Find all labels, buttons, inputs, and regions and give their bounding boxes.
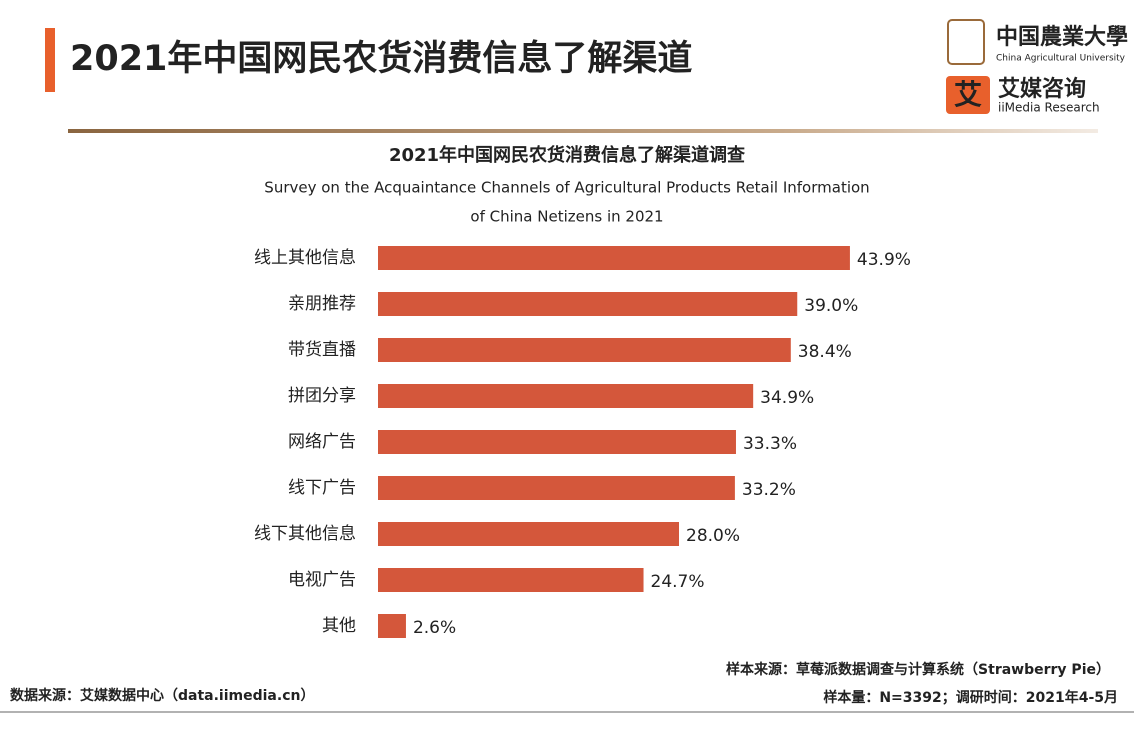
- bar: [378, 476, 735, 500]
- header-line: [68, 129, 1098, 133]
- value-label: 33.2%: [742, 480, 796, 500]
- title-accent: [45, 28, 55, 92]
- sample-source: 样本来源：草莓派数据调查与计算系统（Strawberry Pie）: [726, 661, 1110, 678]
- value-label: 28.0%: [686, 526, 740, 546]
- bar: [378, 338, 791, 362]
- cau-emblem: [947, 19, 985, 65]
- bar: [378, 430, 736, 454]
- value-label: 2.6%: [413, 618, 456, 638]
- sample-info: 样本量：N=3392；调研时间：2021年4-5月: [823, 689, 1118, 706]
- value-label: 43.9%: [857, 250, 911, 270]
- category-label: 电视广告: [288, 570, 356, 590]
- value-label: 38.4%: [798, 342, 852, 362]
- category-label: 拼团分享: [288, 386, 356, 406]
- category-label: 线上其他信息: [254, 248, 356, 268]
- value-label: 33.3%: [743, 434, 797, 454]
- category-label: 网络广告: [288, 432, 356, 452]
- bar: [378, 292, 798, 316]
- bar: [378, 614, 406, 638]
- category-label: 线下其他信息: [254, 524, 356, 544]
- value-label: 34.9%: [760, 388, 814, 408]
- page-title: 2021年中国网民农货消费信息了解渠道: [70, 38, 692, 79]
- category-label: 其他: [322, 616, 356, 636]
- value-label: 39.0%: [804, 296, 858, 316]
- value-label: 24.7%: [651, 572, 705, 592]
- bar: [378, 384, 754, 408]
- cau-name: 中国農業大學: [996, 24, 1128, 50]
- iimedia-en: iiMedia Research: [998, 101, 1100, 115]
- iimedia-name: 艾媒咨询: [998, 76, 1086, 102]
- chart-subtitle: of China Netizens in 2021: [470, 208, 663, 226]
- data-source: 数据来源：艾媒数据中心（data.iimedia.cn）: [10, 687, 314, 704]
- iimedia-icon: 艾: [954, 78, 982, 111]
- category-label: 带货直播: [288, 340, 356, 360]
- bar: [378, 568, 644, 592]
- bar: [378, 246, 850, 270]
- category-label: 线下广告: [288, 478, 356, 498]
- iimedia-icon-bg: [946, 76, 990, 114]
- chart-subtitle: Survey on the Acquaintance Channels of A…: [264, 179, 869, 197]
- chart-title: 2021年中国网民农货消费信息了解渠道调查: [389, 144, 745, 166]
- bar: [378, 522, 679, 546]
- cau-en: China Agricultural University: [996, 54, 1126, 64]
- category-label: 亲朋推荐: [288, 294, 356, 314]
